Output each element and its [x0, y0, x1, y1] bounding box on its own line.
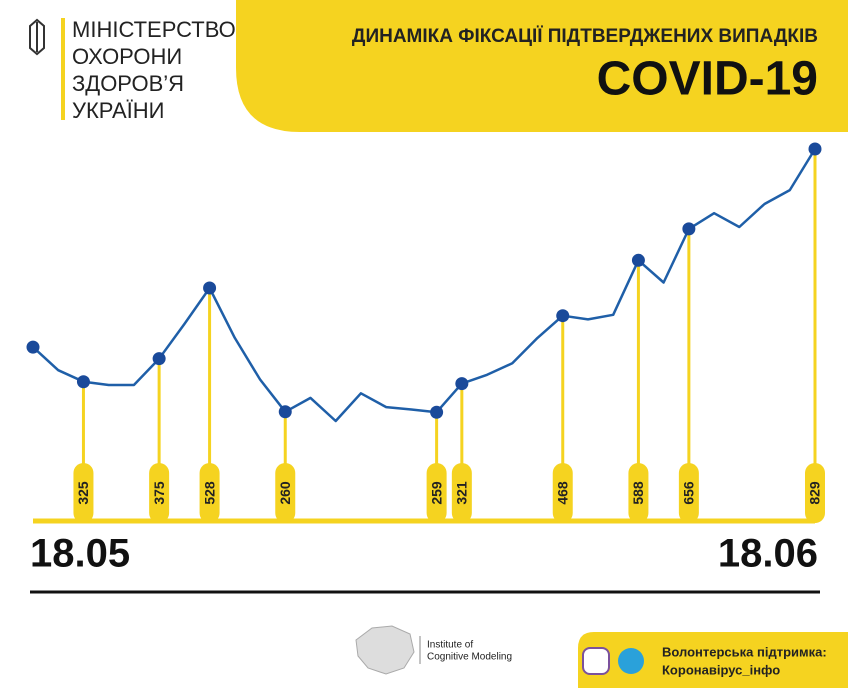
x-tick-label: 18.06	[718, 532, 818, 576]
label-badge	[805, 463, 825, 523]
x-tick-label: 18.05	[30, 532, 130, 576]
ministry-line: ОХОРОНИ	[72, 44, 182, 69]
value-label: 321	[454, 481, 470, 505]
data-line	[32, 148, 817, 423]
label-group: 260	[277, 481, 293, 505]
value-label: 829	[807, 481, 823, 505]
label-group: 588	[630, 481, 646, 505]
label-group: 325	[75, 481, 91, 505]
label-badge	[426, 463, 447, 523]
value-label: 588	[630, 481, 646, 505]
support-text[interactable]: Коронавірус_інфо	[662, 662, 780, 677]
marker	[682, 222, 696, 236]
marker	[631, 253, 645, 267]
marker	[808, 142, 822, 156]
institute-name: Institute of	[427, 640, 473, 651]
label-group: 656	[681, 481, 697, 505]
value-label: 528	[201, 481, 217, 505]
label-group: 829	[807, 481, 823, 505]
label-badge	[552, 463, 573, 523]
viber-icon[interactable]	[582, 647, 610, 675]
marker	[556, 309, 570, 323]
marker	[76, 375, 90, 389]
institute-name: Cognitive Modeling	[427, 652, 512, 663]
institute-logo	[355, 625, 421, 675]
label-badge	[275, 463, 296, 523]
label-badge	[628, 463, 649, 523]
value-label: 325	[75, 481, 91, 505]
support-panel	[578, 632, 848, 688]
label-group: 375	[151, 481, 167, 505]
ministry-line: ЗДОРОВ’Я	[72, 71, 184, 96]
value-label: 656	[681, 481, 697, 505]
marker	[152, 352, 166, 366]
label-badge	[199, 463, 220, 523]
label-group: 321	[454, 481, 470, 505]
label-badge	[451, 463, 472, 523]
marker	[430, 405, 444, 419]
ministry-line: УКРАЇНИ	[72, 98, 164, 123]
label-badge	[149, 463, 170, 523]
label-group: 259	[428, 481, 444, 505]
title-panel	[236, 0, 848, 132]
label-badge	[678, 463, 699, 523]
chart-subtitle: COVID-19	[597, 53, 818, 106]
chart-title: ДИНАМІКА ФІКСАЦІЇ ПІДТВЕРДЖЕНИХ ВИПАДКІВ	[352, 26, 818, 47]
logo	[29, 18, 65, 120]
marker	[26, 340, 40, 354]
value-label: 375	[151, 481, 167, 505]
label-group: 528	[201, 481, 217, 505]
marker	[203, 281, 217, 295]
marker	[278, 405, 292, 419]
label-badge	[73, 463, 94, 523]
value-label: 259	[428, 481, 444, 505]
telegram-icon[interactable]	[618, 648, 644, 674]
support-text: Волонтерська підтримка:	[662, 644, 827, 659]
marker	[455, 377, 469, 391]
label-group: 468	[554, 481, 570, 505]
value-label: 260	[277, 481, 293, 505]
ministry-line: МІНІСТЕРСТВО	[72, 17, 236, 42]
value-label: 468	[554, 481, 570, 505]
